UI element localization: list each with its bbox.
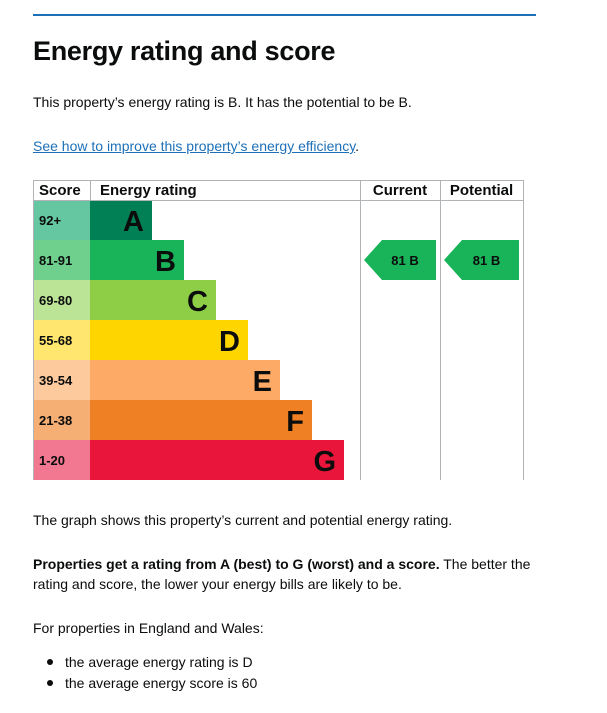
band-letter: C [187,286,208,318]
current-rating-arrow [364,240,436,280]
band-bar-e [90,360,280,400]
score-cell-g [33,440,90,480]
score-range-label: 1-20 [39,453,65,468]
score-cell-c [33,280,90,320]
improve-efficiency-link[interactable]: See how to improve this property’s energ… [33,138,356,154]
band-letter: A [123,206,144,238]
band-bar-d [90,320,248,360]
band-letter: D [219,326,240,358]
list-item: the average energy score is 60 [33,673,257,694]
score-range-label: 55-68 [39,333,72,348]
link-suffix: . [355,138,360,154]
score-cell-d [33,320,90,360]
list-item: the average energy rating is D [33,652,257,673]
score-range-label: 39-54 [39,373,73,388]
score-cell-a [33,200,90,240]
header-current: Current [373,182,427,199]
potential-rating-label: 81 B [473,253,500,268]
header-score: Score [39,182,81,199]
band-bar-a [90,200,152,240]
header-energy-rating: Energy rating [100,182,197,199]
chart-frame: Score Energy rating Current Potential [33,180,524,480]
score-range-label: 21-38 [39,413,72,428]
band-bar-g [90,440,344,480]
score-cell-e [33,360,90,400]
graph-caption: The graph shows this property’s current … [33,512,453,528]
band-letter: G [313,446,336,478]
rating-markers: 81 B 81 B [364,240,519,280]
rating-summary: This property’s energy rating is B. It h… [33,94,412,110]
score-cell-f [33,400,90,440]
rating-explanation-rest: The better the rating and score, the low… [33,556,531,592]
band-letter: E [253,366,272,398]
rating-explanation: Properties get a rating from A (best) to… [33,554,533,594]
region-intro: For properties in England and Wales: [33,620,264,636]
band-letter: F [286,406,304,438]
page-title: Energy rating and score [33,36,336,66]
score-range-label: 69-80 [39,293,72,308]
band-bar-b [90,240,184,280]
rating-bands: 92+ A 81-91 B 69-80 C 55-68 D 39-54 E 21-38 F 1-20 G [33,200,344,480]
score-range-label: 81-91 [39,253,72,268]
current-rating-label: 81 B [391,253,418,268]
potential-rating-arrow [444,240,519,280]
section-top-rule [33,14,536,16]
header-potential: Potential [450,182,513,199]
rating-explanation-bold: Properties get a rating from A (best) to… [33,556,440,572]
band-bar-f [90,400,312,440]
band-bar-c [90,280,216,320]
averages-list: the average energy rating is D the avera… [33,652,257,694]
score-cell-b [33,240,90,280]
improve-link-line: See how to improve this property’s energ… [33,136,359,156]
band-letter: B [155,246,176,278]
score-range-label: 92+ [39,213,61,228]
